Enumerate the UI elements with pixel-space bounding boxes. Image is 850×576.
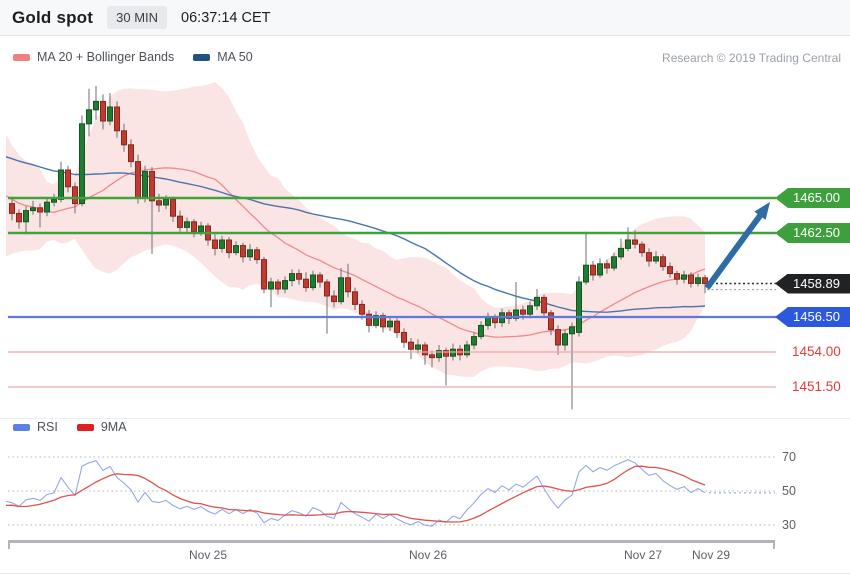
rsi-tick-30: 30	[782, 518, 796, 532]
rsi-tick-50: 50	[782, 484, 796, 498]
ma20-bollinger-label: MA 20 + Bollinger Bands	[37, 50, 175, 64]
rsi-pane	[6, 456, 776, 527]
price-level-label-1456.50: 1456.50	[775, 307, 850, 327]
candles-layer	[9, 86, 708, 410]
rsi-9ma-label: 9MA	[100, 420, 127, 434]
chart-scrollbar[interactable]	[8, 540, 775, 549]
main-pane-legend: MA 20 + Bollinger Bands MA 50	[13, 50, 265, 64]
rsi-swatch-icon	[13, 423, 30, 431]
bottom-border	[0, 573, 850, 574]
x-axis-label-nov29: Nov 29	[691, 548, 731, 562]
price-level-label-1462.50: 1462.50	[775, 223, 850, 243]
ma50-swatch-icon	[193, 53, 211, 61]
chart-header: Gold spot 30 MIN 06:37:14 CET	[0, 0, 850, 36]
clock-label: 06:37:14 CET	[181, 9, 271, 26]
instrument-title: Gold spot	[12, 7, 94, 27]
rsi-9ma-line	[6, 465, 706, 523]
rsi-pane-legend: RSI 9MA	[13, 420, 139, 434]
x-axis-label-nov25: Nov 25	[188, 548, 228, 562]
research-watermark: Research © 2019 Trading Central	[662, 51, 841, 65]
price-level-label-1458.89: 1458.89	[775, 273, 850, 294]
x-axis-label-nov27: Nov 27	[623, 548, 663, 562]
main-pane	[6, 82, 708, 410]
price-level-label-1465.00: 1465.00	[775, 188, 850, 208]
arrow-head-icon	[754, 202, 770, 220]
interval-badge[interactable]: 30 MIN	[107, 6, 168, 29]
bollinger-band-area	[6, 82, 705, 377]
x-axis-label-nov26: Nov 26	[408, 548, 448, 562]
rsi-tick-70: 70	[782, 450, 796, 464]
pane-divider	[0, 418, 850, 419]
rsi-label: RSI	[37, 420, 58, 434]
ma20-line	[6, 167, 706, 338]
ma20-bollinger-swatch-icon	[13, 53, 30, 61]
rsi-9ma-swatch-icon	[76, 423, 94, 431]
ma50-label: MA 50	[217, 50, 253, 64]
price-level-label-1451.50: 1451.50	[792, 379, 841, 394]
ma50-line	[6, 156, 706, 313]
rsi-line	[6, 459, 706, 527]
bullish-projection-arrow	[704, 209, 766, 290]
price-level-label-1454.00: 1454.00	[792, 344, 841, 359]
